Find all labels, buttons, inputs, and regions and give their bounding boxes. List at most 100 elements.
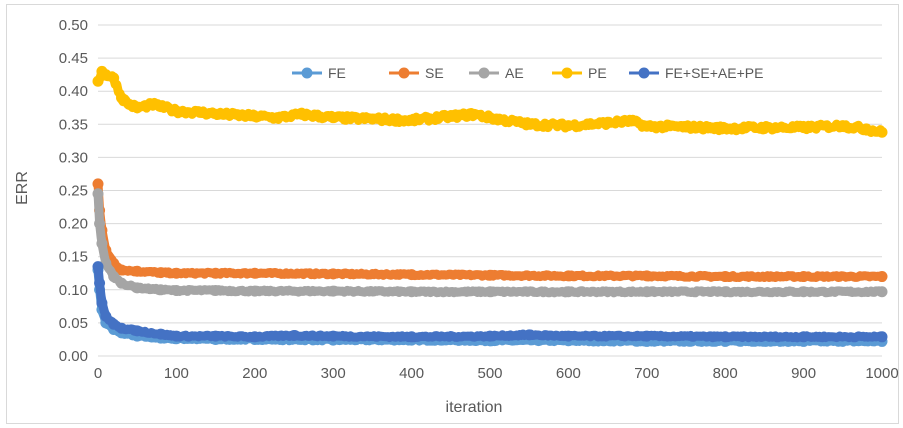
data-point (147, 98, 159, 110)
data-point (96, 237, 108, 249)
y-tick-label: 0.50 (59, 17, 88, 34)
line-chart: 0.00 0.05 0.10 0.15 0.20 0.25 0.30 0.35 0.40 0.45… (14, 17, 899, 416)
data-point (641, 270, 653, 282)
data-point (116, 264, 128, 276)
data-point (249, 110, 261, 122)
data-point (170, 330, 182, 342)
data-point (837, 120, 849, 132)
legend-item: AE (469, 65, 524, 81)
data-point (798, 286, 810, 298)
data-point (758, 122, 770, 134)
data-point (719, 331, 731, 343)
data-point (296, 108, 308, 120)
data-point (523, 329, 535, 341)
y-tick-label: 0.30 (59, 149, 88, 166)
y-tick-label: 0.45 (59, 50, 88, 67)
data-point (876, 126, 888, 138)
data-point (96, 297, 108, 309)
data-point (94, 218, 106, 230)
gridlines (98, 24, 882, 357)
y-tick-label: 0.35 (59, 116, 88, 133)
data-point (155, 284, 167, 296)
y-tick-label: 0.40 (59, 83, 88, 100)
data-point (131, 282, 143, 294)
data-point (641, 286, 653, 298)
x-tick-label: 900 (791, 365, 816, 382)
data-point (406, 269, 418, 281)
y-tick-label: 0.05 (59, 315, 88, 332)
data-point (108, 271, 120, 283)
data-point (798, 271, 810, 283)
data-point (366, 113, 378, 125)
data-point (210, 330, 222, 342)
data-point (327, 285, 339, 297)
data-point (719, 271, 731, 283)
legend-marker (561, 67, 573, 79)
data-point (327, 112, 339, 124)
legend-label: PE (588, 65, 607, 81)
x-tick-label: 800 (713, 365, 738, 382)
data-point (170, 267, 182, 279)
data-point (170, 284, 182, 296)
data-point (92, 188, 104, 200)
data-point (92, 75, 104, 87)
data-point (131, 325, 143, 337)
x-tick-label: 300 (321, 365, 346, 382)
data-point (602, 117, 614, 129)
legend-item: PE (552, 65, 607, 81)
data-point (116, 92, 128, 104)
data-point (406, 286, 418, 298)
data-point (719, 286, 731, 298)
data-point (92, 261, 104, 273)
series-fe-se-ae-pe (92, 261, 888, 343)
data-point (484, 330, 496, 342)
y-tick-label: 0.15 (59, 249, 88, 266)
x-tick-label: 400 (399, 365, 424, 382)
series-lines (92, 65, 888, 347)
series-line (93, 179, 887, 282)
legend-marker (301, 67, 313, 79)
data-point (562, 286, 574, 298)
data-point (562, 120, 574, 132)
data-point (876, 331, 888, 343)
x-axis-title: iteration (446, 399, 503, 416)
legend-label: FE (328, 65, 346, 81)
data-point (406, 331, 418, 343)
y-tick-label: 0.00 (59, 348, 88, 365)
data-point (116, 322, 128, 334)
legend-label: SE (425, 65, 444, 81)
data-point (210, 267, 222, 279)
x-tick-label: 700 (634, 365, 659, 382)
data-point (210, 284, 222, 296)
data-point (327, 268, 339, 280)
data-point (327, 330, 339, 342)
data-point (131, 102, 143, 114)
x-tick-label: 600 (556, 365, 581, 382)
data-point (484, 269, 496, 281)
data-point (249, 267, 261, 279)
x-tick-label: 200 (242, 365, 267, 382)
legend-item: FE (292, 65, 346, 81)
data-point (641, 120, 653, 132)
data-point (131, 265, 143, 277)
chart-frame: 0.00 0.05 0.10 0.15 0.20 0.25 0.30 0.35 0.40 0.45… (6, 4, 899, 424)
legend-marker (638, 67, 650, 79)
x-tick-label: 0 (94, 365, 102, 382)
y-tick-label: 0.20 (59, 216, 88, 233)
series-se (92, 178, 888, 283)
x-tick-labels: 0 100 200 300 400 500 600 700 800 900 1000 (94, 365, 899, 382)
data-point (798, 331, 810, 343)
data-point (170, 105, 182, 117)
data-point (876, 271, 888, 283)
data-point (562, 270, 574, 282)
legend: FE SE AE PE FE+SE+AE+PE (292, 65, 763, 81)
data-point (641, 330, 653, 342)
data-point (108, 72, 120, 84)
data-point (406, 114, 418, 126)
data-point (100, 310, 112, 322)
data-point (468, 108, 480, 120)
legend-label: FE+SE+AE+PE (665, 65, 763, 81)
data-point (562, 330, 574, 342)
data-point (625, 115, 637, 127)
data-point (719, 122, 731, 134)
